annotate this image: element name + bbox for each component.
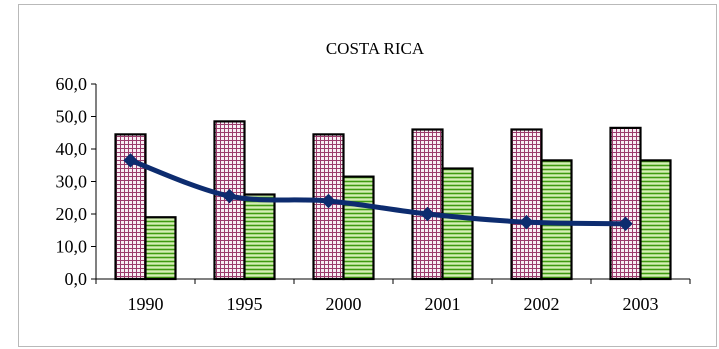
line-point-2003: [618, 216, 633, 231]
bar-series-1-2001: [411, 128, 444, 281]
bar-series-2-2000: [342, 175, 375, 281]
y-tick-label: 50,0: [56, 107, 88, 127]
x-tick-label: 1995: [227, 294, 263, 314]
x-tick-label: 1990: [128, 294, 164, 314]
y-axis: 0,0 10,0 20,0 30,0 40,0 50,0 60,0: [56, 74, 97, 289]
x-tick-label: 2002: [524, 294, 560, 314]
line-point-2002: [519, 214, 534, 230]
y-tick-label: 0,0: [65, 269, 88, 289]
bar-series-2-2002: [540, 159, 573, 281]
bar-series-2-2001: [441, 167, 474, 281]
x-tick-label: 2000: [326, 294, 362, 314]
y-tick-label: 10,0: [56, 237, 88, 257]
line-point-1990: [123, 153, 138, 168]
bar-series-2-1995: [243, 193, 276, 281]
bar-series-2-1990: [144, 216, 177, 281]
chart-title: COSTA RICA: [326, 39, 425, 58]
bar-series-1-2002: [510, 128, 543, 281]
line-point-2000: [321, 193, 336, 209]
bar-series-1-2003: [609, 126, 642, 281]
x-axis: 1990 1995 2000 2001 2002 2003: [95, 278, 691, 314]
line-series: [123, 153, 633, 231]
y-tick-label: 60,0: [56, 74, 88, 94]
y-tick-label: 20,0: [56, 204, 88, 224]
y-tick-label: 30,0: [56, 172, 88, 192]
line-point-2001: [420, 206, 435, 222]
bars: [114, 120, 672, 281]
bar-series-2-2003: [639, 159, 672, 281]
line-point-1995: [222, 188, 237, 204]
x-tick-label: 2003: [623, 294, 659, 314]
x-tick-label: 2001: [425, 294, 461, 314]
y-tick-label: 40,0: [56, 139, 88, 159]
line-series-1: [129, 158, 626, 227]
